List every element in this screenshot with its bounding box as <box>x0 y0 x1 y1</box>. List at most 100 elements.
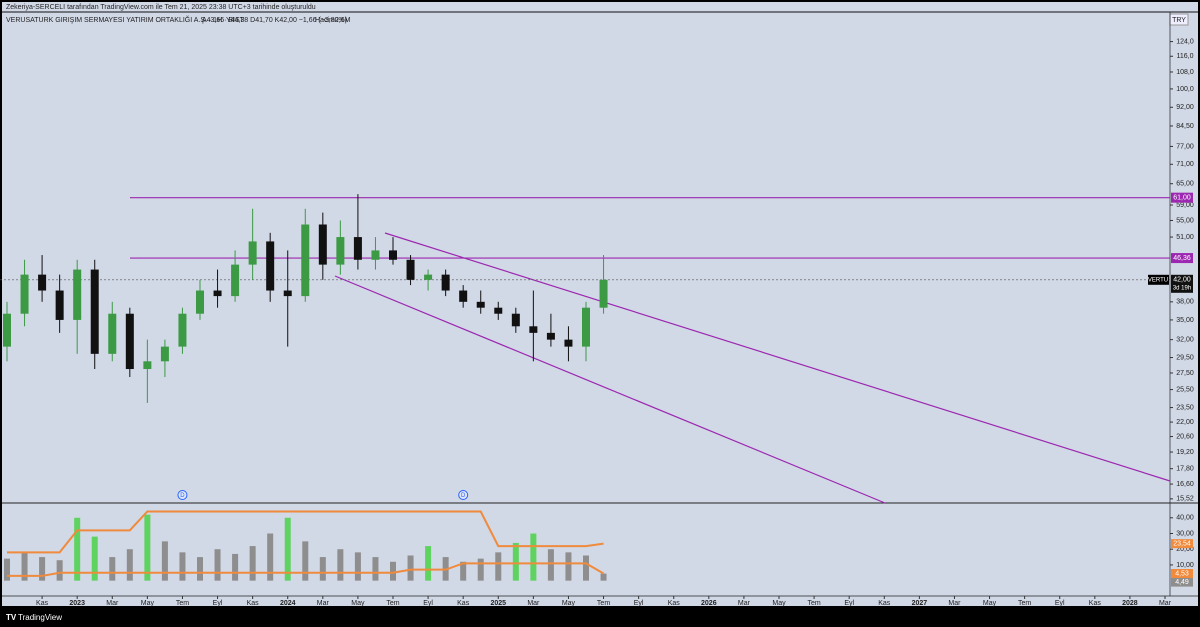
symbol-title: VERUSATURK GIRIŞIM SERMAYESI YATIRIM ORT… <box>6 15 245 24</box>
x-tick-label: May <box>351 600 365 607</box>
x-tick-label: May <box>141 600 155 607</box>
y-tick-label: 16,60 <box>1176 481 1194 488</box>
candle-body <box>231 264 240 297</box>
candle-body <box>511 313 520 327</box>
candle-body <box>406 259 415 280</box>
indicator-bar <box>460 561 467 581</box>
y-tick-label: 124,0 <box>1176 38 1194 45</box>
candle-body <box>494 307 503 314</box>
x-tick-label: May <box>983 600 997 607</box>
y-tick-label: 20,60 <box>1176 433 1194 440</box>
x-tick-label: Tem <box>597 600 610 607</box>
indicator-line <box>7 562 605 577</box>
header-text: Zekeriya-SERCELI tarafından TradingView.… <box>6 4 316 11</box>
indicator-bar <box>354 552 361 581</box>
x-tick-label: Mar <box>106 600 119 607</box>
volume-text: Hacim2,6M <box>315 17 351 24</box>
y-tick-label: 20,00 <box>1176 546 1194 553</box>
indicator-bar <box>4 558 10 581</box>
x-tick-label: Kas <box>878 600 891 607</box>
y-tick-label: 59,00 <box>1176 202 1194 209</box>
indicator-bar <box>249 546 256 581</box>
indicator-bar <box>495 552 502 581</box>
indicator-bar <box>144 514 151 581</box>
y-tick-label: 40,00 <box>1176 515 1194 522</box>
candle-body <box>529 326 538 333</box>
indicator-bar <box>319 557 326 581</box>
indicator-bar <box>302 541 309 581</box>
indicator-bar <box>232 553 239 581</box>
candle-body <box>301 224 310 297</box>
indicator-bar <box>126 549 133 581</box>
x-tick-label: Mar <box>738 600 751 607</box>
candle-body <box>125 313 134 370</box>
x-tick-label: Tem <box>1018 600 1031 607</box>
candle-body <box>196 290 204 314</box>
x-tick-label: 2023 <box>69 600 85 607</box>
indicator-bar <box>565 552 572 581</box>
dividend-marker <box>458 490 469 500</box>
y-tick-label: 25,50 <box>1176 386 1194 393</box>
y-tick-label: 108,0 <box>1176 69 1194 76</box>
candle-body <box>476 301 485 308</box>
x-tick-label: Kas <box>36 600 49 607</box>
trend-line-upper <box>384 232 1171 482</box>
y-tick-label: 84,50 <box>1176 123 1194 130</box>
candle-body <box>248 241 257 265</box>
x-tick-label: Mar <box>527 600 540 607</box>
x-tick-label: Eyl <box>1055 600 1065 607</box>
candle-body <box>336 237 345 265</box>
x-tick-label: Tem <box>386 600 399 607</box>
y-tick-label: 15,52 <box>1176 496 1194 503</box>
indicator-bar <box>390 561 396 581</box>
candle-body <box>389 250 397 260</box>
y-tick-label: 32,00 <box>1176 336 1194 343</box>
indicator-bar <box>512 542 519 581</box>
y-tick-label: 116,0 <box>1177 53 1194 60</box>
x-tick-label: Kas <box>457 600 470 607</box>
line-last-box <box>1171 539 1193 549</box>
x-tick-label: May <box>562 600 576 607</box>
footer-logo: TV <box>6 613 17 622</box>
symbol-box <box>1148 274 1169 285</box>
indicator-bar <box>583 555 589 581</box>
y-tick-label: 10,00 <box>1176 562 1194 569</box>
level-label: 61,00 <box>1173 195 1191 202</box>
x-tick-label: 2028 <box>1122 600 1138 607</box>
x-tick-label: 2027 <box>912 600 928 607</box>
y-tick-label: 51,00 <box>1176 234 1194 241</box>
trend-line-lower <box>334 275 886 504</box>
candle-body <box>459 290 468 302</box>
y-tick-label: 35,00 <box>1176 317 1194 324</box>
y-tick-label: 22,00 <box>1176 419 1194 426</box>
y-tick-label: 30,00 <box>1176 530 1194 537</box>
last-price-box <box>1171 274 1193 293</box>
candle-body <box>266 241 275 291</box>
y-tick-label: 65,00 <box>1176 181 1194 188</box>
candle-body <box>3 313 11 347</box>
x-tick-label: Tem <box>176 600 189 607</box>
indicator-bar <box>477 558 484 581</box>
y-tick-label: 71,00 <box>1176 161 1194 168</box>
x-tick-label: 2025 <box>490 600 506 607</box>
candle-body <box>160 346 169 362</box>
indicator-bar <box>109 557 116 581</box>
y-tick-label: 17,80 <box>1176 466 1194 473</box>
candle-body <box>20 274 29 314</box>
x-tick-label: Kas <box>1089 600 1102 607</box>
y-tick-label: 19,20 <box>1176 449 1194 456</box>
indicator-bar <box>161 541 168 581</box>
indicator-bar <box>425 546 432 581</box>
indicator-bar <box>284 517 291 581</box>
y-tick-label: 38,00 <box>1176 299 1194 306</box>
indicator-bar <box>179 552 186 581</box>
x-tick-label: Eyl <box>634 600 644 607</box>
indicator-bar <box>407 555 414 581</box>
x-tick-label: May <box>772 600 786 607</box>
ohlc-text: A43,66 Y44,38 D41,70 K42,00 −1,66 (−3,80… <box>202 17 347 24</box>
candle-body <box>143 361 152 370</box>
footer-brand: TradingView <box>18 613 62 622</box>
candle-body <box>441 274 450 291</box>
indicator-bar <box>547 549 554 581</box>
